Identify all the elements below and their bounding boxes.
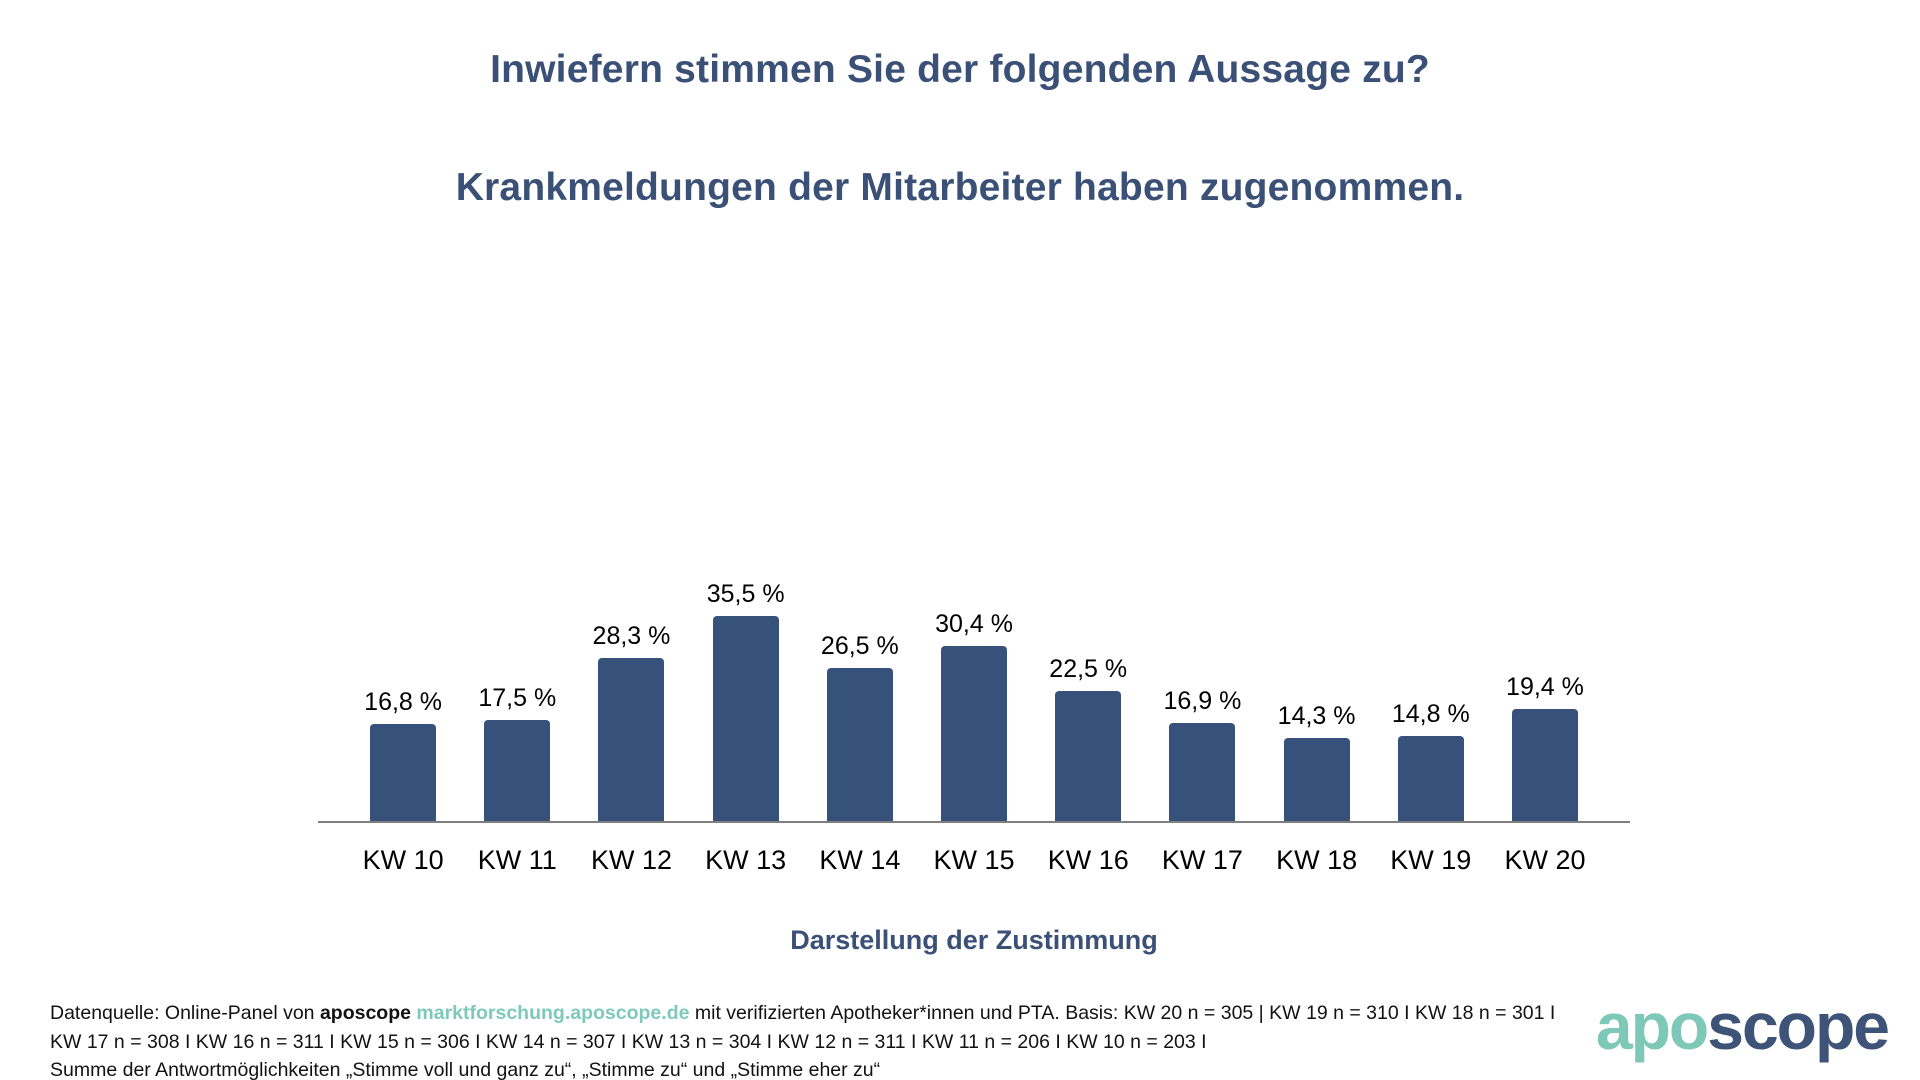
bar-value-label: 14,3 % — [1277, 702, 1356, 730]
x-axis-tick-label: KW 13 — [705, 845, 787, 875]
bar — [712, 616, 779, 821]
bar-value-label: 16,8 % — [364, 688, 443, 716]
footer-line3: Summe der Antwortmöglichkeiten „Stimme v… — [50, 1059, 881, 1080]
bar-group: 16,9 % — [1145, 687, 1259, 821]
footer-note: Datenquelle: Online-Panel von aposcope m… — [50, 999, 1570, 1080]
bar-group: 35,5 % — [689, 580, 803, 821]
bar — [1397, 736, 1464, 821]
x-axis-tick-label: KW 11 — [477, 845, 557, 875]
bar-value-label: 35,5 % — [706, 580, 785, 608]
bar-value-label: 30,4 % — [935, 610, 1013, 638]
bar — [598, 658, 665, 821]
x-axis-tick-label: KW 19 — [1390, 845, 1472, 875]
bar-group: 30,4 % — [917, 610, 1031, 821]
bar-group: 22,5 % — [1031, 655, 1145, 821]
bar-value-label: 14,8 % — [1391, 700, 1470, 728]
bar — [941, 646, 1008, 821]
bar-chart: 16,8 % 17,5 % 28,3 % 35,5 % 26,5 % 30,4 % 22,5… — [318, 523, 1630, 823]
bar-value-label: 16,9 % — [1163, 687, 1242, 715]
bar — [826, 668, 893, 821]
footer-text-part: mit verifizierten Apotheker*innen und PT… — [689, 1002, 1556, 1024]
bar-group: 26,5 % — [803, 632, 917, 821]
aposcope-logo: aposcope — [1595, 988, 1890, 1064]
footer-line1: Datenquelle: Online-Panel von aposcope m… — [50, 999, 1570, 1028]
logo-scope: scope — [1707, 989, 1890, 1063]
bar-value-label: 26,5 % — [820, 632, 899, 660]
bar — [484, 720, 551, 821]
bar-value-label: 17,5 % — [478, 684, 557, 712]
bar-value-label: 28,3 % — [592, 622, 671, 650]
page-title-line2: Krankmeldungen der Mitarbeiter haben zug… — [455, 166, 1465, 209]
logo-apo: apo — [1595, 989, 1709, 1063]
bar-group: 28,3 % — [574, 622, 688, 821]
bar-group: 19,4 % — [1488, 673, 1602, 821]
x-axis-title: Darstellung der Zustimmung — [790, 925, 1158, 955]
x-axis-tick-label: KW 20 — [1504, 845, 1586, 875]
footer-text-part: Datenquelle: Online-Panel von — [50, 1002, 320, 1024]
bar-value-label: 19,4 % — [1506, 673, 1584, 701]
x-axis-tick-label: KW 18 — [1276, 845, 1358, 875]
bar-group: 14,3 % — [1260, 702, 1374, 821]
footer-line2: KW 17 n = 308 I KW 16 n = 311 I KW 15 n … — [50, 1030, 1207, 1053]
x-axis-tick-label: KW 14 — [819, 845, 901, 875]
bar-group: 16,8 % — [346, 688, 460, 821]
bar — [1055, 691, 1122, 821]
x-axis-labels: KW 10 KW 11 KW 12 KW 13 KW 14 KW 15 KW 16 KW 17… — [318, 845, 1630, 876]
bar — [370, 724, 437, 821]
x-axis-tick-label: KW 15 — [933, 845, 1015, 875]
x-axis-tick-label: KW 10 — [362, 845, 444, 875]
page-title-line1: Inwiefern stimmen Sie der folgenden Auss… — [490, 48, 1430, 91]
bar-group: 17,5 % — [460, 684, 574, 821]
bar — [1169, 723, 1236, 821]
x-axis-tick-label: KW 17 — [1161, 845, 1243, 875]
x-axis-tick-label: KW 12 — [590, 845, 672, 875]
bar — [1283, 738, 1350, 821]
x-axis-tick-label: KW 16 — [1047, 845, 1129, 875]
footer-text-part: aposcope — [319, 1002, 411, 1024]
bar-value-label: 22,5 % — [1049, 655, 1128, 683]
bar — [1511, 709, 1578, 821]
bar-group: 14,8 % — [1374, 700, 1488, 821]
footer-link[interactable]: marktforschung.aposcope.de — [416, 1002, 690, 1024]
